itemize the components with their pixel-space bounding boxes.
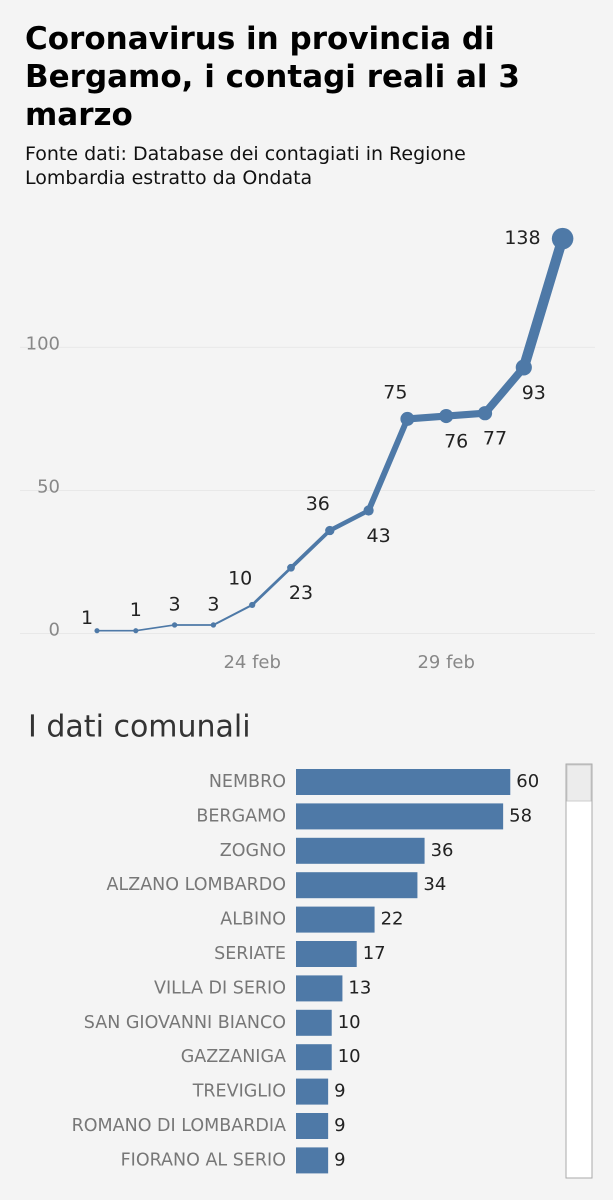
scrollbar-thumb[interactable] bbox=[566, 764, 592, 802]
line-point bbox=[210, 622, 217, 628]
data-label: 43 bbox=[367, 525, 391, 547]
scrollbar[interactable] bbox=[565, 763, 593, 1179]
data-label: 9 bbox=[334, 1081, 345, 1102]
data-label: 10 bbox=[338, 1046, 361, 1067]
category-label: ROMANO DI LOMBARDIA bbox=[72, 1116, 286, 1136]
category-label: SAN GIOVANNI BIANCO bbox=[84, 1013, 286, 1033]
data-label: 34 bbox=[423, 874, 446, 895]
category-label: ALZANO LOMBARDO bbox=[107, 875, 287, 895]
line-segment bbox=[250, 566, 293, 607]
chart-title: Coronavirus in provincia di Bergamo, i c… bbox=[25, 21, 520, 133]
bar bbox=[296, 872, 418, 899]
data-label: 1 bbox=[81, 607, 93, 629]
line-point bbox=[515, 359, 532, 376]
bar bbox=[296, 1044, 332, 1071]
bar bbox=[296, 769, 511, 795]
bar bbox=[296, 1147, 329, 1174]
line-point bbox=[325, 525, 335, 536]
data-label: 75 bbox=[383, 381, 407, 403]
category-label: ALBINO bbox=[220, 910, 286, 930]
bar bbox=[296, 975, 343, 1002]
bar bbox=[296, 1009, 332, 1036]
line-point bbox=[400, 411, 415, 426]
data-label: 60 bbox=[516, 771, 539, 792]
x-tick-label: 24 feb bbox=[223, 652, 280, 673]
bar bbox=[296, 1113, 329, 1139]
data-label: 36 bbox=[431, 840, 454, 861]
line-segment bbox=[365, 415, 411, 514]
data-label: 22 bbox=[381, 909, 404, 930]
data-label: 36 bbox=[306, 493, 330, 515]
data-label: 9 bbox=[334, 1115, 345, 1136]
category-label: FIORANO AL SERIO bbox=[121, 1150, 286, 1170]
data-label: 17 bbox=[363, 943, 386, 964]
line-segment bbox=[212, 603, 254, 626]
chart-subtitle: Fonte dati: Database dei contagiati in R… bbox=[25, 143, 466, 189]
line-segment bbox=[289, 528, 332, 570]
category-label: BERGAMO bbox=[196, 806, 286, 826]
line-point bbox=[551, 227, 574, 250]
line-point bbox=[439, 408, 454, 424]
data-label: 76 bbox=[444, 431, 468, 453]
bar bbox=[296, 906, 375, 933]
data-label: 3 bbox=[207, 593, 219, 615]
line-segment bbox=[134, 624, 176, 632]
line-point bbox=[477, 406, 493, 421]
line-segment bbox=[518, 233, 568, 373]
category-label: NEMBRO bbox=[209, 772, 286, 792]
data-label: 58 bbox=[509, 805, 532, 826]
data-label: 23 bbox=[289, 582, 313, 604]
line-segment bbox=[481, 363, 528, 418]
line-point bbox=[94, 628, 100, 634]
data-label: 77 bbox=[483, 428, 507, 450]
data-label: 1 bbox=[130, 599, 142, 621]
category-label: SERIATE bbox=[214, 944, 286, 964]
data-label: 93 bbox=[522, 382, 546, 404]
line-point bbox=[171, 622, 178, 628]
y-tick-label: 100 bbox=[26, 333, 60, 354]
bar bbox=[296, 941, 357, 967]
data-label: 10 bbox=[228, 567, 252, 589]
data-label: 10 bbox=[338, 1012, 361, 1033]
line-point bbox=[287, 563, 295, 572]
line-point bbox=[249, 601, 256, 609]
line-point bbox=[363, 505, 374, 516]
category-label: TREVIGLIO bbox=[192, 1082, 286, 1102]
data-label: 138 bbox=[504, 227, 540, 249]
category-label: ZOGNO bbox=[220, 841, 286, 861]
x-tick-label: 29 feb bbox=[417, 652, 474, 673]
category-label: VILLA DI SERIO bbox=[154, 978, 286, 998]
category-label: GAZZANIGA bbox=[181, 1047, 286, 1067]
data-label: 3 bbox=[169, 593, 181, 615]
line-point bbox=[133, 628, 139, 634]
line-segment bbox=[327, 508, 371, 533]
section-title: I dati comunali bbox=[28, 710, 251, 745]
data-label: 13 bbox=[348, 977, 371, 998]
y-tick-label: 50 bbox=[37, 476, 60, 497]
bar bbox=[296, 837, 425, 864]
bar bbox=[296, 803, 504, 830]
data-label: 9 bbox=[334, 1149, 345, 1170]
bar bbox=[296, 1078, 329, 1105]
y-tick-label: 0 bbox=[49, 620, 60, 641]
